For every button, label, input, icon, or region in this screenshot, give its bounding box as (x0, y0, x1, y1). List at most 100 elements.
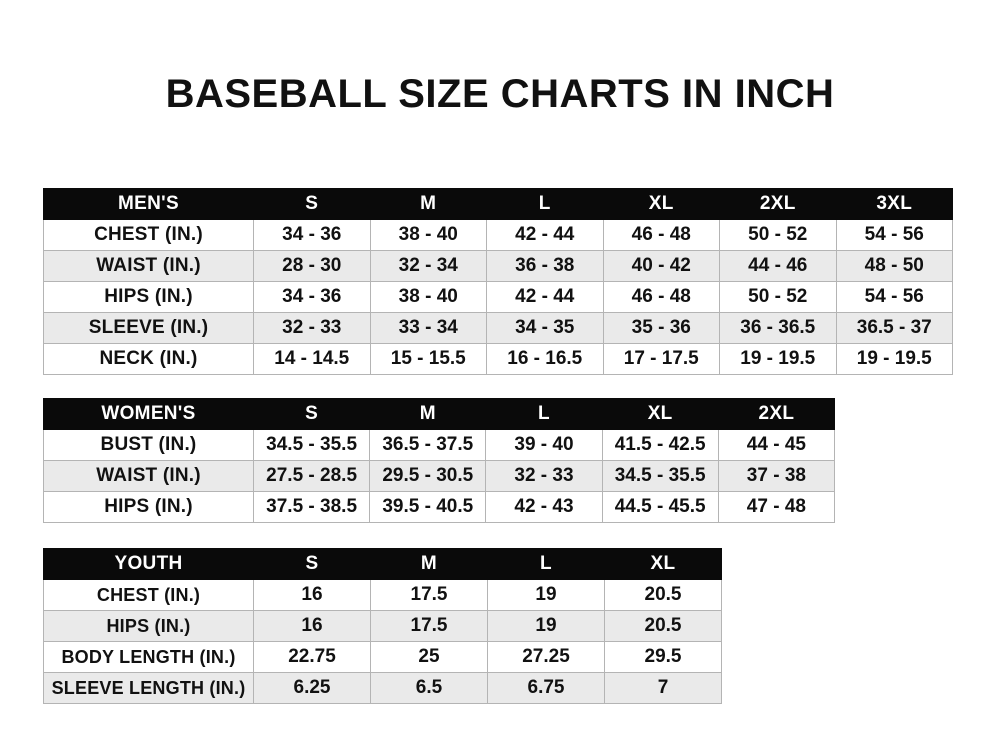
youth-row-label: CHEST (IN.) (43, 579, 254, 611)
womens-cell: 32 - 33 (485, 460, 603, 492)
womens-row-label: BUST (IN.) (43, 429, 254, 461)
mens-cell: 32 - 33 (253, 312, 371, 344)
mens-size-table: MEN'S S M L XL 2XL 3XL CHEST (IN.) 34 - 36 38 - … (43, 188, 953, 375)
mens-cell: 19 - 19.5 (835, 343, 953, 375)
youth-cell: 29.5 (604, 641, 722, 673)
mens-row-label: SLEEVE (IN.) (43, 312, 254, 344)
womens-header-row: WOMEN'S S M L XL 2XL (43, 398, 836, 430)
mens-cell: 34 - 36 (253, 281, 371, 313)
womens-cell: 34.5 - 35.5 (601, 460, 719, 492)
womens-size-header-2xl: 2XL (717, 398, 836, 430)
youth-cell: 17.5 (370, 579, 488, 611)
mens-size-header-xl: XL (602, 188, 720, 220)
womens-cell: 37 - 38 (717, 460, 836, 492)
youth-size-header-l: L (487, 548, 605, 580)
youth-table-head: YOUTH S M L XL (43, 548, 722, 580)
womens-size-header-m: M (369, 398, 487, 430)
table-row: CHEST (IN.) 34 - 36 38 - 40 42 - 44 46 - 48 5… (43, 219, 953, 251)
table-row: WAIST (IN.) 28 - 30 32 - 34 36 - 38 40 - 42 4… (43, 250, 953, 282)
youth-row-label: SLEEVE LENGTH (IN.) (43, 672, 254, 704)
mens-table-body: CHEST (IN.) 34 - 36 38 - 40 42 - 44 46 - 48 5… (43, 219, 953, 375)
table-row: HIPS (IN.) 37.5 - 38.5 39.5 - 40.5 42 - 43 4… (43, 491, 836, 523)
womens-cell: 47 - 48 (717, 491, 836, 523)
womens-cell: 42 - 43 (485, 491, 603, 523)
table-row: CHEST (IN.) 16 17.5 19 20.5 (43, 579, 722, 611)
mens-cell: 36 - 38 (486, 250, 604, 282)
mens-label-header: MEN'S (43, 188, 254, 220)
youth-cell: 7 (604, 672, 722, 704)
womens-size-table: WOMEN'S S M L XL 2XL BUST (IN.) 34.5 - 35.5 36.… (43, 398, 836, 523)
mens-cell: 35 - 36 (602, 312, 720, 344)
mens-cell: 54 - 56 (835, 219, 953, 251)
youth-row-label: BODY LENGTH (IN.) (43, 641, 254, 673)
mens-cell: 36 - 36.5 (719, 312, 837, 344)
mens-row-label: CHEST (IN.) (43, 219, 254, 251)
table-row: SLEEVE LENGTH (IN.) 6.25 6.5 6.75 7 (43, 672, 722, 704)
mens-size-header-m: M (369, 188, 487, 220)
youth-header-row: YOUTH S M L XL (43, 548, 722, 580)
mens-cell: 44 - 46 (719, 250, 837, 282)
youth-cell: 16 (253, 579, 371, 611)
mens-cell: 15 - 15.5 (369, 343, 487, 375)
youth-cell: 22.75 (253, 641, 371, 673)
womens-cell: 36.5 - 37.5 (369, 429, 487, 461)
mens-cell: 34 - 35 (486, 312, 604, 344)
womens-cell: 27.5 - 28.5 (252, 460, 371, 492)
table-row: HIPS (IN.) 16 17.5 19 20.5 (43, 610, 722, 642)
mens-size-header-3xl: 3XL (835, 188, 953, 220)
youth-size-header-m: M (370, 548, 488, 580)
womens-cell: 29.5 - 30.5 (369, 460, 487, 492)
mens-cell: 42 - 44 (486, 281, 604, 313)
mens-size-header-2xl: 2XL (719, 188, 837, 220)
mens-size-header-s: S (253, 188, 371, 220)
youth-cell: 6.75 (487, 672, 605, 704)
womens-table-body: BUST (IN.) 34.5 - 35.5 36.5 - 37.5 39 - 40 4… (43, 429, 836, 523)
mens-cell: 46 - 48 (602, 281, 720, 313)
womens-label-header: WOMEN'S (43, 398, 254, 430)
youth-cell: 25 (370, 641, 488, 673)
mens-size-header-l: L (486, 188, 604, 220)
womens-cell: 34.5 - 35.5 (252, 429, 371, 461)
womens-size-header-s: S (252, 398, 371, 430)
mens-cell: 36.5 - 37 (835, 312, 953, 344)
table-row: SLEEVE (IN.) 32 - 33 33 - 34 34 - 35 35 - 36… (43, 312, 953, 344)
youth-cell: 20.5 (604, 610, 722, 642)
youth-size-table: YOUTH S M L XL CHEST (IN.) 16 17.5 19 20.5 HIPS (… (43, 548, 722, 704)
mens-table-head: MEN'S S M L XL 2XL 3XL (43, 188, 953, 220)
youth-size-header-s: S (253, 548, 371, 580)
womens-cell: 37.5 - 38.5 (252, 491, 371, 523)
youth-cell: 27.25 (487, 641, 605, 673)
mens-cell: 33 - 34 (369, 312, 487, 344)
mens-cell: 32 - 34 (369, 250, 487, 282)
youth-cell: 19 (487, 579, 605, 611)
youth-cell: 17.5 (370, 610, 488, 642)
youth-size-header-xl: XL (604, 548, 722, 580)
youth-row-label: HIPS (IN.) (43, 610, 254, 642)
womens-row-label: WAIST (IN.) (43, 460, 254, 492)
womens-size-header-xl: XL (601, 398, 719, 430)
mens-cell: 34 - 36 (253, 219, 371, 251)
mens-cell: 50 - 52 (719, 219, 837, 251)
mens-cell: 38 - 40 (369, 281, 487, 313)
mens-row-label: WAIST (IN.) (43, 250, 254, 282)
youth-table-body: CHEST (IN.) 16 17.5 19 20.5 HIPS (IN.) 16 17.5 1… (43, 579, 722, 704)
mens-cell: 14 - 14.5 (253, 343, 371, 375)
youth-cell: 16 (253, 610, 371, 642)
womens-cell: 39 - 40 (485, 429, 603, 461)
womens-cell: 44.5 - 45.5 (601, 491, 719, 523)
mens-cell: 38 - 40 (369, 219, 487, 251)
table-row: BODY LENGTH (IN.) 22.75 25 27.25 29.5 (43, 641, 722, 673)
youth-cell: 6.5 (370, 672, 488, 704)
table-row: NECK (IN.) 14 - 14.5 15 - 15.5 16 - 16.5 17 … (43, 343, 953, 375)
table-row: BUST (IN.) 34.5 - 35.5 36.5 - 37.5 39 - 40 4… (43, 429, 836, 461)
mens-cell: 16 - 16.5 (486, 343, 604, 375)
table-row: HIPS (IN.) 34 - 36 38 - 40 42 - 44 46 - 48 50… (43, 281, 953, 313)
page-title: BASEBALL SIZE CHARTS IN INCH (165, 72, 835, 116)
mens-cell: 48 - 50 (835, 250, 953, 282)
table-row: WAIST (IN.) 27.5 - 28.5 29.5 - 30.5 32 - 33… (43, 460, 836, 492)
mens-row-label: HIPS (IN.) (43, 281, 254, 313)
mens-cell: 50 - 52 (719, 281, 837, 313)
youth-cell: 20.5 (604, 579, 722, 611)
youth-label-header: YOUTH (43, 548, 254, 580)
